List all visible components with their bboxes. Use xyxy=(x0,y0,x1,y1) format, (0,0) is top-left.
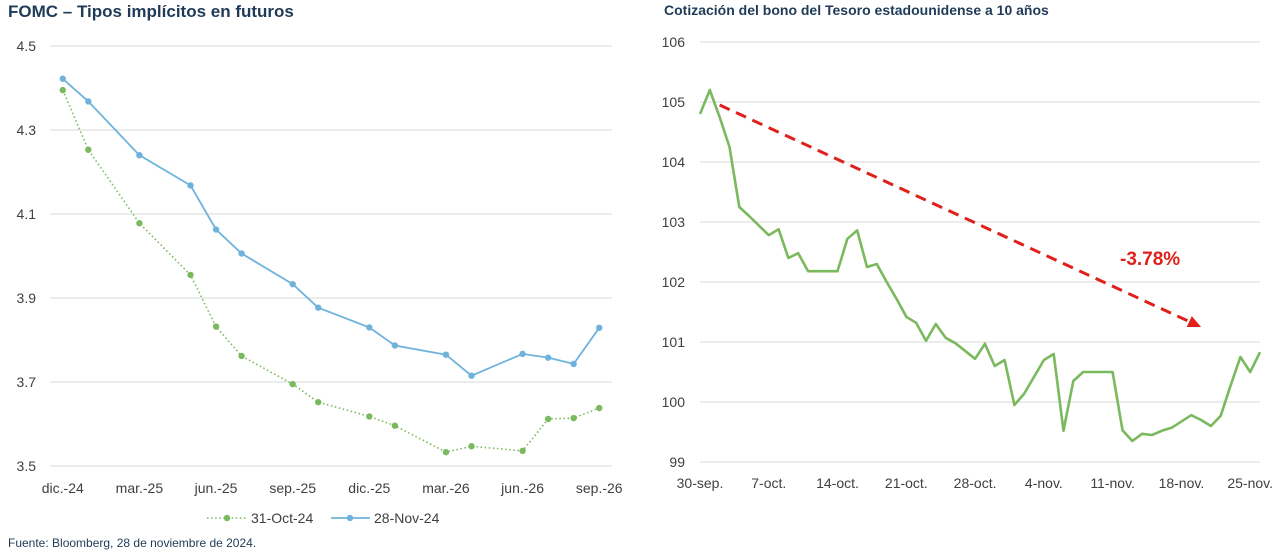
chart-title-fomc: FOMC – Tipos implícitos en futuros xyxy=(8,2,294,21)
data-point xyxy=(468,443,475,450)
treasury-y-tick-labels: 106 105 104 103 102 101 100 99 xyxy=(662,34,686,470)
data-point xyxy=(519,350,526,358)
data-point xyxy=(315,304,322,311)
x-tick-label: 25-nov. xyxy=(1227,475,1273,491)
legend-label-nov: 28-Nov-24 xyxy=(374,510,440,526)
data-point xyxy=(136,220,143,227)
chart-title-treasury: Cotización del bono del Tesoro estadouni… xyxy=(664,2,1049,18)
x-tick-label: 18-nov. xyxy=(1159,475,1205,491)
data-point xyxy=(289,280,296,288)
x-tick-label: jun.-26 xyxy=(500,480,544,496)
data-point xyxy=(391,342,399,349)
data-point xyxy=(570,414,577,422)
x-tick-label: 30-sep. xyxy=(677,475,724,491)
y-tick-label: 3.9 xyxy=(17,290,37,306)
data-point xyxy=(238,352,245,360)
x-tick-label: mar.-25 xyxy=(116,480,164,496)
data-point xyxy=(366,413,373,420)
data-point xyxy=(468,372,475,379)
x-tick-label: 11-nov. xyxy=(1090,475,1135,491)
x-tick-label: 7-oct. xyxy=(751,475,786,491)
x-tick-label: sep.-25 xyxy=(269,480,316,496)
x-tick-label: dic.-24 xyxy=(42,480,84,496)
data-point xyxy=(442,448,450,456)
x-tick-label: 4-nov. xyxy=(1025,475,1063,491)
y-tick-label: 106 xyxy=(662,34,686,50)
data-point xyxy=(442,351,450,358)
data-point xyxy=(544,415,552,423)
x-tick-label: mar.-26 xyxy=(422,480,470,496)
legend-label-oct: 31-Oct-24 xyxy=(251,510,313,526)
data-point xyxy=(85,146,92,153)
data-point xyxy=(596,324,603,332)
y-tick-label: 99 xyxy=(669,454,685,470)
data-point xyxy=(366,324,373,331)
x-tick-label: jun.-25 xyxy=(194,480,238,496)
source-note: Fuente: Bloomberg, 28 de noviembre de 20… xyxy=(8,536,257,550)
data-point xyxy=(596,404,603,412)
data-point xyxy=(289,380,296,388)
y-tick-label: 103 xyxy=(662,214,686,230)
y-tick-label: 4.3 xyxy=(17,122,37,138)
fomc-x-tick-labels: dic.-24 mar.-25 jun.-25 sep.-25 dic.-25 mar.-… xyxy=(42,480,623,496)
treasury-series xyxy=(698,88,1262,443)
y-tick-label: 105 xyxy=(662,94,686,110)
x-tick-label: 21-oct. xyxy=(885,475,928,491)
y-tick-label: 3.7 xyxy=(17,374,37,390)
series-line-nov xyxy=(62,78,600,377)
trend-arrow xyxy=(719,103,1202,327)
x-tick-label: dic.-25 xyxy=(348,480,390,496)
data-point xyxy=(315,398,322,406)
x-tick-label: 28-oct. xyxy=(954,475,997,491)
treasury-x-tick-labels: 30-sep. 7-oct. 14-oct. 21-oct. 28-oct. 4-nov.… xyxy=(677,475,1273,491)
data-point xyxy=(212,323,220,330)
fomc-gridlines xyxy=(50,45,612,467)
data-point xyxy=(136,152,143,159)
x-tick-label: 14-oct. xyxy=(816,475,859,491)
y-tick-label: 4.1 xyxy=(17,206,37,222)
y-tick-label: 101 xyxy=(662,334,686,350)
data-point xyxy=(187,182,194,189)
data-point xyxy=(187,271,194,279)
change-annotation: -3.78% xyxy=(1120,249,1180,270)
y-tick-label: 102 xyxy=(662,274,686,290)
data-point xyxy=(212,226,220,233)
series-line-price xyxy=(698,88,1262,443)
legend-marker-nov xyxy=(346,514,354,522)
data-point xyxy=(391,422,399,429)
data-point xyxy=(85,98,92,105)
y-tick-label: 4.5 xyxy=(17,38,37,54)
arrow-head xyxy=(1186,316,1202,327)
trend-line xyxy=(719,103,1190,323)
y-tick-label: 3.5 xyxy=(17,458,37,474)
legend-marker-oct xyxy=(223,514,231,522)
fomc-legend: 31-Oct-24 28-Nov-24 xyxy=(207,510,440,526)
data-point xyxy=(59,86,66,94)
treasury-gridlines xyxy=(700,41,1260,463)
data-point xyxy=(544,354,552,361)
y-tick-label: 104 xyxy=(662,154,686,170)
data-point xyxy=(59,75,66,82)
x-tick-label: sep.-26 xyxy=(576,480,623,496)
fomc-y-tick-labels: 4.5 4.3 4.1 3.9 3.7 3.5 xyxy=(17,38,37,474)
data-point xyxy=(238,250,245,257)
treasury-chart: 106 105 104 103 102 101 100 99 30-sep. 7-oct. 14-… xyxy=(662,34,1273,491)
data-point xyxy=(519,447,526,455)
fomc-chart: 4.5 4.3 4.1 3.9 3.7 3.5 dic.-24 mar.-25 jun.-25… xyxy=(17,38,623,526)
fomc-series xyxy=(59,75,603,456)
series-line-oct xyxy=(62,89,600,453)
y-tick-label: 100 xyxy=(662,394,686,410)
data-point xyxy=(570,360,577,368)
